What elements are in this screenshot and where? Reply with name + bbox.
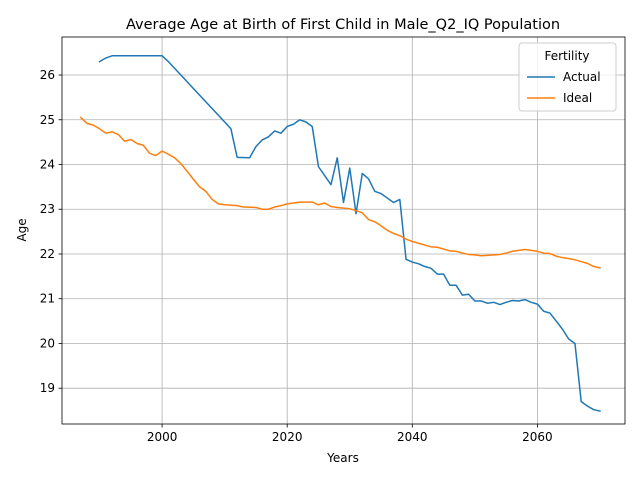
chart-title: Average Age at Birth of First Child in M… (126, 17, 560, 33)
series-line-actual (98, 55, 601, 412)
y-tick-label: 26 (40, 68, 55, 82)
y-tick-label: 22 (40, 247, 55, 261)
grid (62, 37, 625, 424)
legend-label-actual: Actual (563, 70, 601, 84)
y-axis-label: Age (15, 218, 29, 241)
legend: Fertility Actual Ideal (518, 42, 617, 112)
y-tick-label: 23 (40, 202, 55, 216)
y-tick-label: 21 (40, 292, 55, 306)
plot-frame (61, 36, 626, 425)
x-tick-label: 2020 (272, 430, 303, 444)
y-tick-label: 24 (40, 158, 55, 172)
x-tick-label: 2040 (397, 430, 428, 444)
y-tick-label: 20 (40, 336, 55, 350)
axis-ticks: 2000 2020 2040 2060 19 20 21 22 23 24 25 26 (40, 68, 553, 444)
legend-label-ideal: Ideal (563, 91, 592, 105)
series-line-ideal (79, 116, 601, 269)
series-lines (79, 55, 601, 412)
x-axis-label: Years (326, 451, 359, 465)
legend-title: Fertility (544, 49, 589, 63)
y-tick-label: 19 (40, 381, 55, 395)
y-tick-label: 25 (40, 113, 55, 127)
x-tick-label: 2060 (522, 430, 553, 444)
legend-frame (518, 42, 617, 112)
x-tick-label: 2000 (147, 430, 178, 444)
